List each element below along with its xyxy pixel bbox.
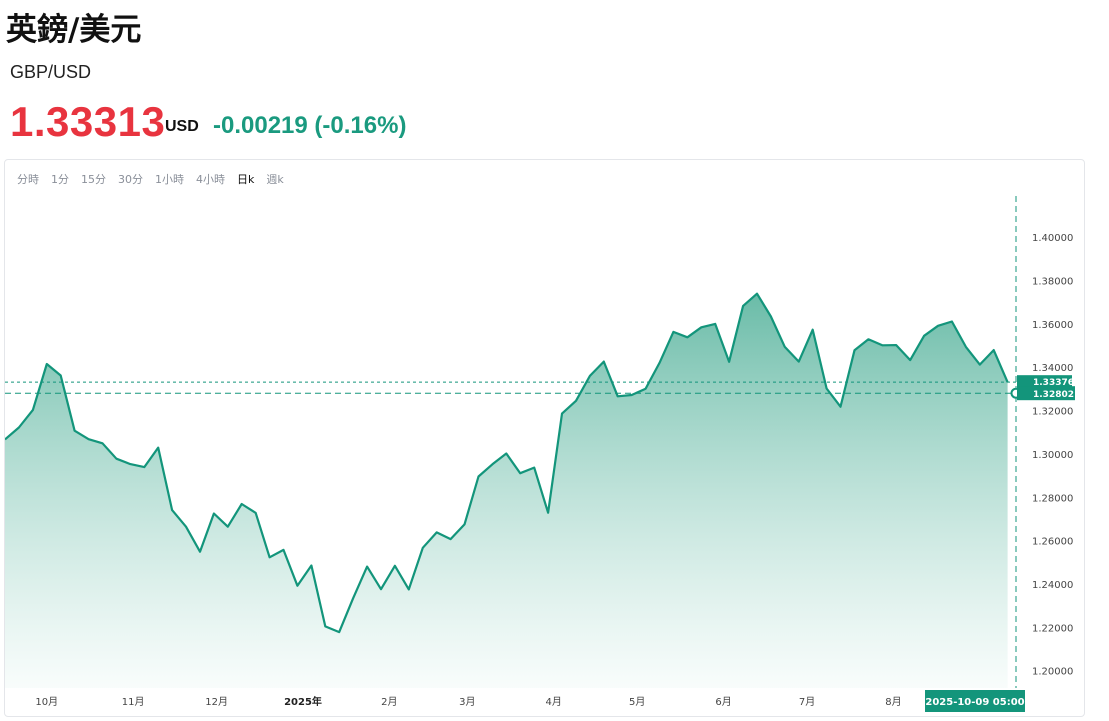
crosshair-x-badge xyxy=(925,690,1025,712)
y-tick-label: 1.40000 xyxy=(1032,233,1073,244)
chart-card: 1.40000 1.38000 1.36000 1.34000 1.32000 1.300… xyxy=(4,159,1085,717)
y-tick-label: 1.20000 xyxy=(1032,667,1073,678)
y-tick-label: 1.32000 xyxy=(1032,407,1073,418)
x-tick-label: 5月 xyxy=(629,696,645,708)
symbol-label: GBP/USD xyxy=(10,62,92,82)
price-line xyxy=(5,292,1009,634)
timeframe-tab[interactable]: 4小時 xyxy=(196,173,225,186)
y-tick-label: 1.28000 xyxy=(1032,493,1073,504)
y-tick-label: 1.22000 xyxy=(1032,623,1073,634)
x-tick-label: 2025年 xyxy=(284,695,322,708)
price-area-fill xyxy=(5,293,1008,688)
timeframe-tabs: 分時 1分 15分 30分 1小時 4小時 日k 週k xyxy=(11,170,290,188)
x-tick-label: 6月 xyxy=(715,696,731,708)
x-tick-label: 3月 xyxy=(459,696,475,708)
price-currency: USD xyxy=(165,118,199,135)
x-tick-label: 10月 xyxy=(35,696,58,708)
crosshair-y-label: 1.32802 xyxy=(1033,390,1074,400)
y-tick-label: 1.34000 xyxy=(1032,363,1073,374)
y-tick-label: 1.38000 xyxy=(1032,277,1073,288)
price-chart[interactable]: 1.40000 1.38000 1.36000 1.34000 1.32000 1.300… xyxy=(5,160,1084,716)
page-title: 英鎊/美元 xyxy=(6,12,142,48)
price-change: -0.00219 (-0.16%) xyxy=(213,112,407,139)
x-tick-label: 11月 xyxy=(122,696,145,708)
timeframe-tab[interactable]: 週k xyxy=(266,173,284,186)
timeframe-tab[interactable]: 30分 xyxy=(118,173,143,186)
y-tick-label: 1.26000 xyxy=(1032,537,1073,548)
timeframe-tab[interactable]: 1小時 xyxy=(155,173,184,186)
y-tick-label: 1.24000 xyxy=(1032,580,1073,591)
x-tick-label: 4月 xyxy=(545,696,561,708)
current-price: 1.33313 xyxy=(10,98,166,145)
x-tick-label: 8月 xyxy=(885,696,901,708)
timeframe-tab[interactable]: 分時 xyxy=(17,173,39,186)
timeframe-tab[interactable]: 日k xyxy=(237,173,255,186)
timeframe-tab[interactable]: 15分 xyxy=(81,173,106,186)
x-tick-label: 12月 xyxy=(205,696,228,708)
x-tick-label: 7月 xyxy=(799,696,815,708)
y-tick-label: 1.36000 xyxy=(1032,320,1073,331)
last-price-badge xyxy=(1017,375,1072,389)
crosshair-x-label: 2025-10-09 05:00 xyxy=(925,697,1024,708)
last-price-label: 1.33376 xyxy=(1033,378,1074,388)
x-tick-label: 2月 xyxy=(381,696,397,708)
timeframe-tab[interactable]: 1分 xyxy=(51,173,69,186)
y-tick-label: 1.30000 xyxy=(1032,450,1073,461)
crosshair-y-badge xyxy=(1017,386,1075,401)
